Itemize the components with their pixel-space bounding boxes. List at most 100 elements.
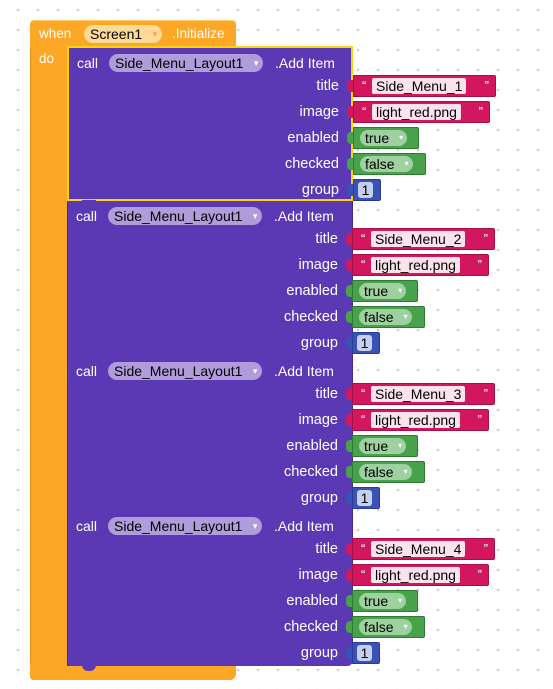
logic-value-dropdown[interactable]: false ▾ [360, 156, 413, 172]
logic-value-dropdown[interactable]: true ▾ [359, 438, 407, 454]
text-string-block[interactable]: “ light_red.png ” [352, 254, 489, 276]
event-block-footer [30, 664, 236, 680]
logic-false-block[interactable]: false ▾ [352, 616, 425, 638]
call-block-header: call Side_Menu_Layout1 ▾ .Add Item [77, 53, 357, 73]
logic-value: true [364, 283, 389, 299]
param-label-enabled: enabled [287, 130, 339, 146]
text-string-block[interactable]: “ Side_Menu_1 ” [353, 75, 496, 97]
text-block-connector [347, 106, 354, 118]
component-dropdown[interactable]: Side_Menu_Layout1 ▾ [108, 362, 263, 380]
logic-value-dropdown[interactable]: true ▾ [360, 130, 408, 146]
chevron-down-icon: ▾ [398, 596, 403, 605]
do-label: do [39, 51, 55, 66]
text-string-block[interactable]: “ Side_Menu_2 ” [352, 228, 495, 250]
method-name-label: .Add Item [274, 518, 334, 534]
text-string-value[interactable]: light_red.png [371, 257, 460, 273]
block-connector-notch [82, 665, 96, 671]
quote-open-glyph: “ [361, 541, 366, 556]
text-string-value[interactable]: light_red.png [371, 567, 460, 583]
logic-value-dropdown[interactable]: true ▾ [359, 283, 407, 299]
logic-block-connector [346, 285, 353, 297]
text-string-block[interactable]: “ light_red.png ” [352, 564, 489, 586]
text-string-value[interactable]: Side_Menu_3 [371, 386, 466, 402]
component-dropdown-screen1[interactable]: Screen1 ▾ [84, 25, 163, 43]
quote-close-glyph: ” [478, 104, 483, 119]
text-block-connector [346, 233, 353, 245]
logic-false-block[interactable]: false ▾ [352, 461, 425, 483]
logic-true-block[interactable]: true ▾ [352, 590, 418, 612]
logic-block-connector [346, 621, 353, 633]
component-dropdown[interactable]: Side_Menu_Layout1 ▾ [108, 207, 263, 225]
component-dropdown-value: Side_Menu_Layout1 [114, 208, 243, 224]
number-block[interactable]: 1 [352, 332, 380, 354]
text-string-value[interactable]: light_red.png [371, 412, 460, 428]
number-block-connector [347, 184, 354, 196]
call-block-add-item[interactable]: call Side_Menu_Layout1 ▾ .Add Item title “ Sid… [67, 46, 496, 201]
number-block[interactable]: 1 [352, 642, 380, 664]
quote-open-glyph: “ [362, 78, 367, 93]
number-value[interactable]: 1 [357, 490, 372, 506]
param-label-enabled: enabled [286, 283, 338, 299]
chevron-down-icon: ▾ [404, 159, 409, 168]
logic-block-connector [346, 466, 353, 478]
chevron-down-icon: ▾ [252, 521, 258, 531]
quote-open-glyph: “ [361, 231, 366, 246]
text-string-value[interactable]: light_red.png [372, 104, 461, 120]
logic-value: false [364, 619, 394, 635]
logic-value: false [365, 156, 395, 172]
call-block-add-item[interactable]: call Side_Menu_Layout1 ▾ .Add Item title “ Sid… [67, 356, 495, 511]
quote-open-glyph: “ [361, 257, 366, 272]
param-label-image: image [298, 257, 339, 273]
call-label: call [76, 208, 98, 224]
event-block-body[interactable] [30, 44, 69, 680]
logic-true-block[interactable]: true ▾ [352, 435, 418, 457]
logic-value-dropdown[interactable]: false ▾ [359, 464, 412, 480]
logic-true-block[interactable]: true ▾ [353, 127, 419, 149]
param-label-checked: checked [284, 156, 339, 172]
chevron-down-icon: ▾ [253, 58, 259, 68]
component-dropdown-value: Side_Menu_Layout1 [115, 55, 244, 71]
text-block-connector [346, 259, 353, 271]
component-dropdown[interactable]: Side_Menu_Layout1 ▾ [108, 517, 263, 535]
logic-value: false [364, 464, 394, 480]
text-string-block[interactable]: “ light_red.png ” [353, 101, 490, 123]
text-string-block[interactable]: “ Side_Menu_4 ” [352, 538, 495, 560]
event-name-label: .Initialize [172, 26, 225, 41]
logic-value-dropdown[interactable]: false ▾ [359, 619, 412, 635]
logic-value-dropdown[interactable]: false ▾ [359, 309, 412, 325]
chevron-down-icon: ▾ [398, 441, 403, 450]
logic-block-connector [346, 311, 353, 323]
call-block-add-item[interactable]: call Side_Menu_Layout1 ▾ .Add Item title “ Sid… [67, 511, 495, 666]
logic-value-dropdown[interactable]: true ▾ [359, 593, 407, 609]
logic-value: true [364, 593, 389, 609]
number-value[interactable]: 1 [357, 645, 372, 661]
param-label-title: title [315, 541, 338, 557]
event-block-header[interactable]: when Screen1 ▾ .Initialize [30, 20, 236, 47]
logic-false-block[interactable]: false ▾ [353, 153, 426, 175]
method-name-label: .Add Item [274, 363, 334, 379]
number-value[interactable]: 1 [358, 182, 373, 198]
number-value[interactable]: 1 [357, 335, 372, 351]
logic-value: true [365, 130, 390, 146]
chevron-down-icon: ▾ [399, 133, 404, 142]
param-label-image: image [299, 104, 340, 120]
param-label-group: group [301, 182, 339, 198]
text-block-connector [346, 543, 353, 555]
number-block[interactable]: 1 [352, 487, 380, 509]
text-string-value[interactable]: Side_Menu_1 [372, 78, 467, 94]
text-string-value[interactable]: Side_Menu_4 [371, 541, 466, 557]
text-string-block[interactable]: “ Side_Menu_3 ” [352, 383, 495, 405]
method-name-label: .Add Item [275, 55, 335, 71]
chevron-down-icon: ▾ [403, 622, 408, 631]
call-block-add-item[interactable]: call Side_Menu_Layout1 ▾ .Add Item title “ Sid… [67, 201, 495, 356]
text-string-value[interactable]: Side_Menu_2 [371, 231, 466, 247]
number-block[interactable]: 1 [353, 179, 381, 201]
logic-false-block[interactable]: false ▾ [352, 306, 425, 328]
chevron-down-icon: ▾ [252, 366, 258, 376]
chevron-down-icon: ▾ [403, 467, 408, 476]
component-dropdown[interactable]: Side_Menu_Layout1 ▾ [109, 54, 264, 72]
text-string-block[interactable]: “ light_red.png ” [352, 409, 489, 431]
logic-true-block[interactable]: true ▾ [352, 280, 418, 302]
call-block-header: call Side_Menu_Layout1 ▾ .Add Item [76, 361, 356, 381]
param-label-enabled: enabled [286, 438, 338, 454]
